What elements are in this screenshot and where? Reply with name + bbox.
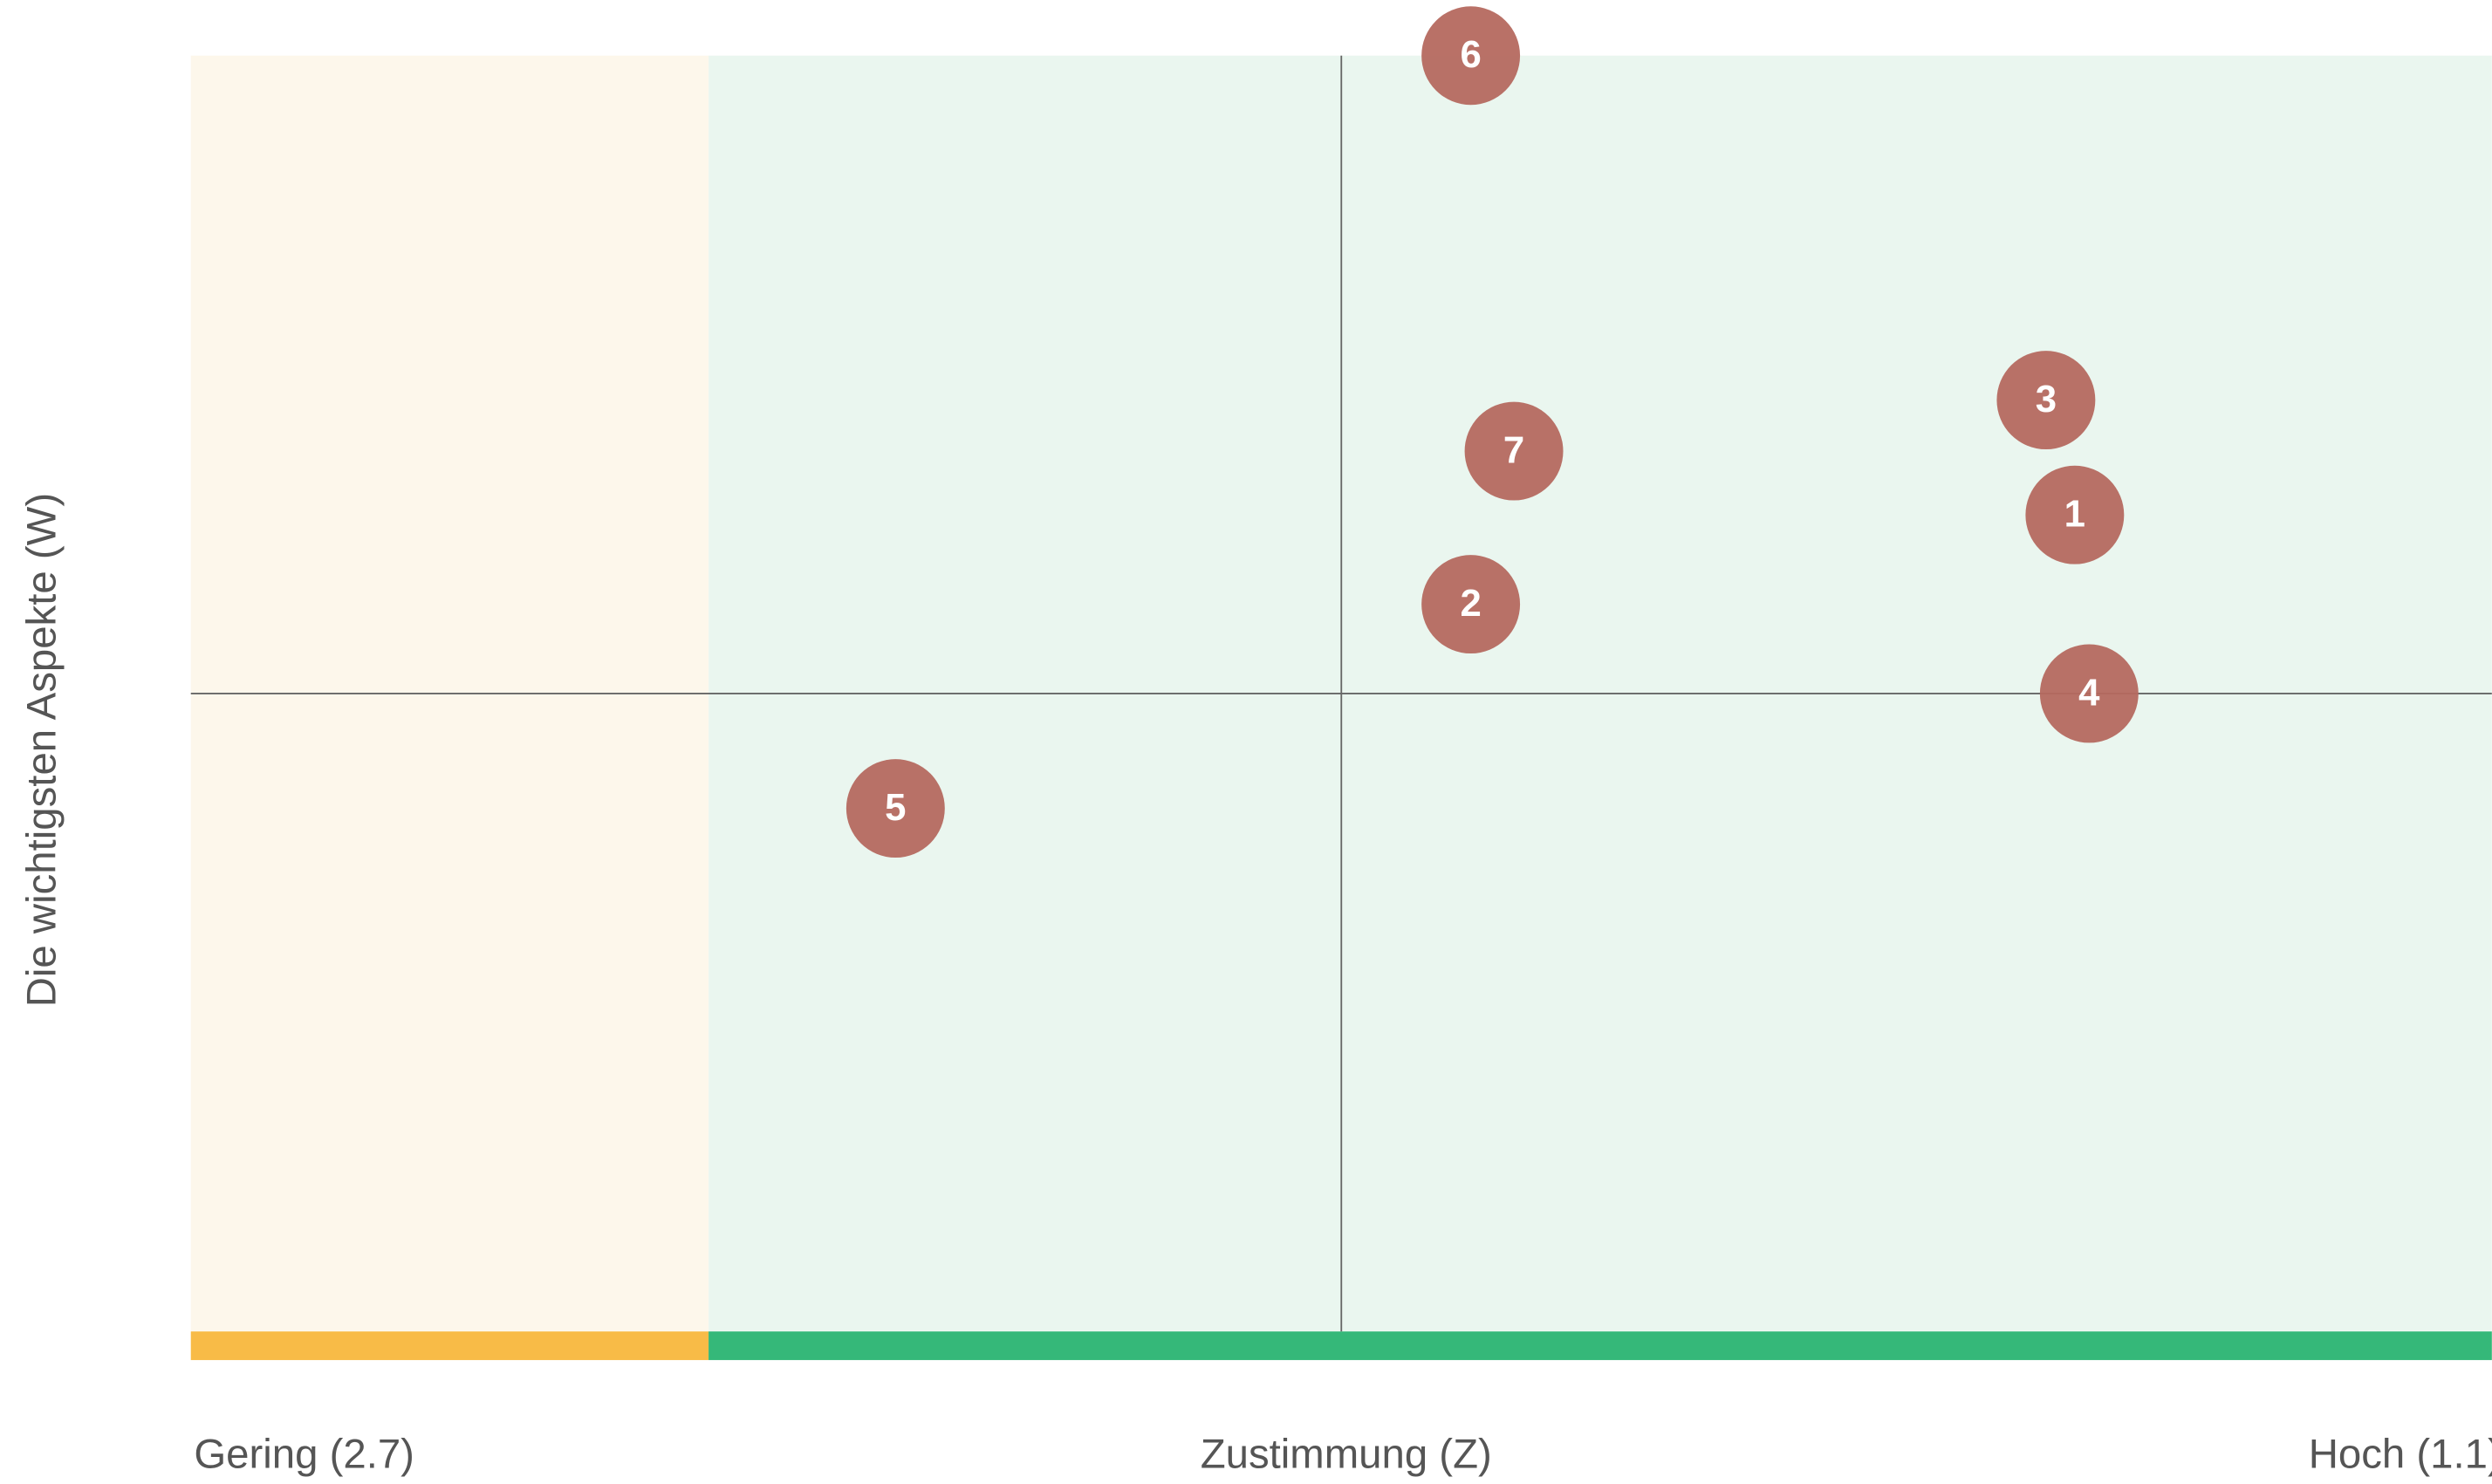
point-marker [2025,465,2125,564]
point: 2 [1421,555,1521,654]
point-label: 6 [1460,33,1481,76]
point-label: 5 [885,786,906,829]
x-tick-label: Hoch (1.1) [2309,1432,2492,1478]
point-label: 1 [2064,493,2085,536]
point-marker [1996,351,2096,450]
zone-bar [709,1331,2492,1360]
x-axis-label: Zustimmung (Z) [1201,1432,1492,1478]
point-label: 3 [2036,378,2057,421]
point-marker [846,759,945,858]
point-label: 2 [1460,582,1481,625]
x-tick-label: Gering (2.7) [194,1432,414,1478]
y-axis-label: Die wichtigsten Aspekte (W) [19,493,65,1007]
point: 6 [1421,6,1521,106]
point: 4 [2039,644,2139,743]
point: 1 [2025,465,2125,564]
point-marker [1421,6,1521,106]
point-label: 4 [2078,671,2100,714]
point: 5 [846,759,945,858]
point: 3 [1996,351,2096,450]
point-marker [1421,555,1521,654]
point: 7 [1464,401,1564,501]
zone-bar [190,1331,709,1360]
point-marker [1464,401,1564,501]
point-label: 7 [1503,428,1524,471]
point-marker [2039,644,2139,743]
